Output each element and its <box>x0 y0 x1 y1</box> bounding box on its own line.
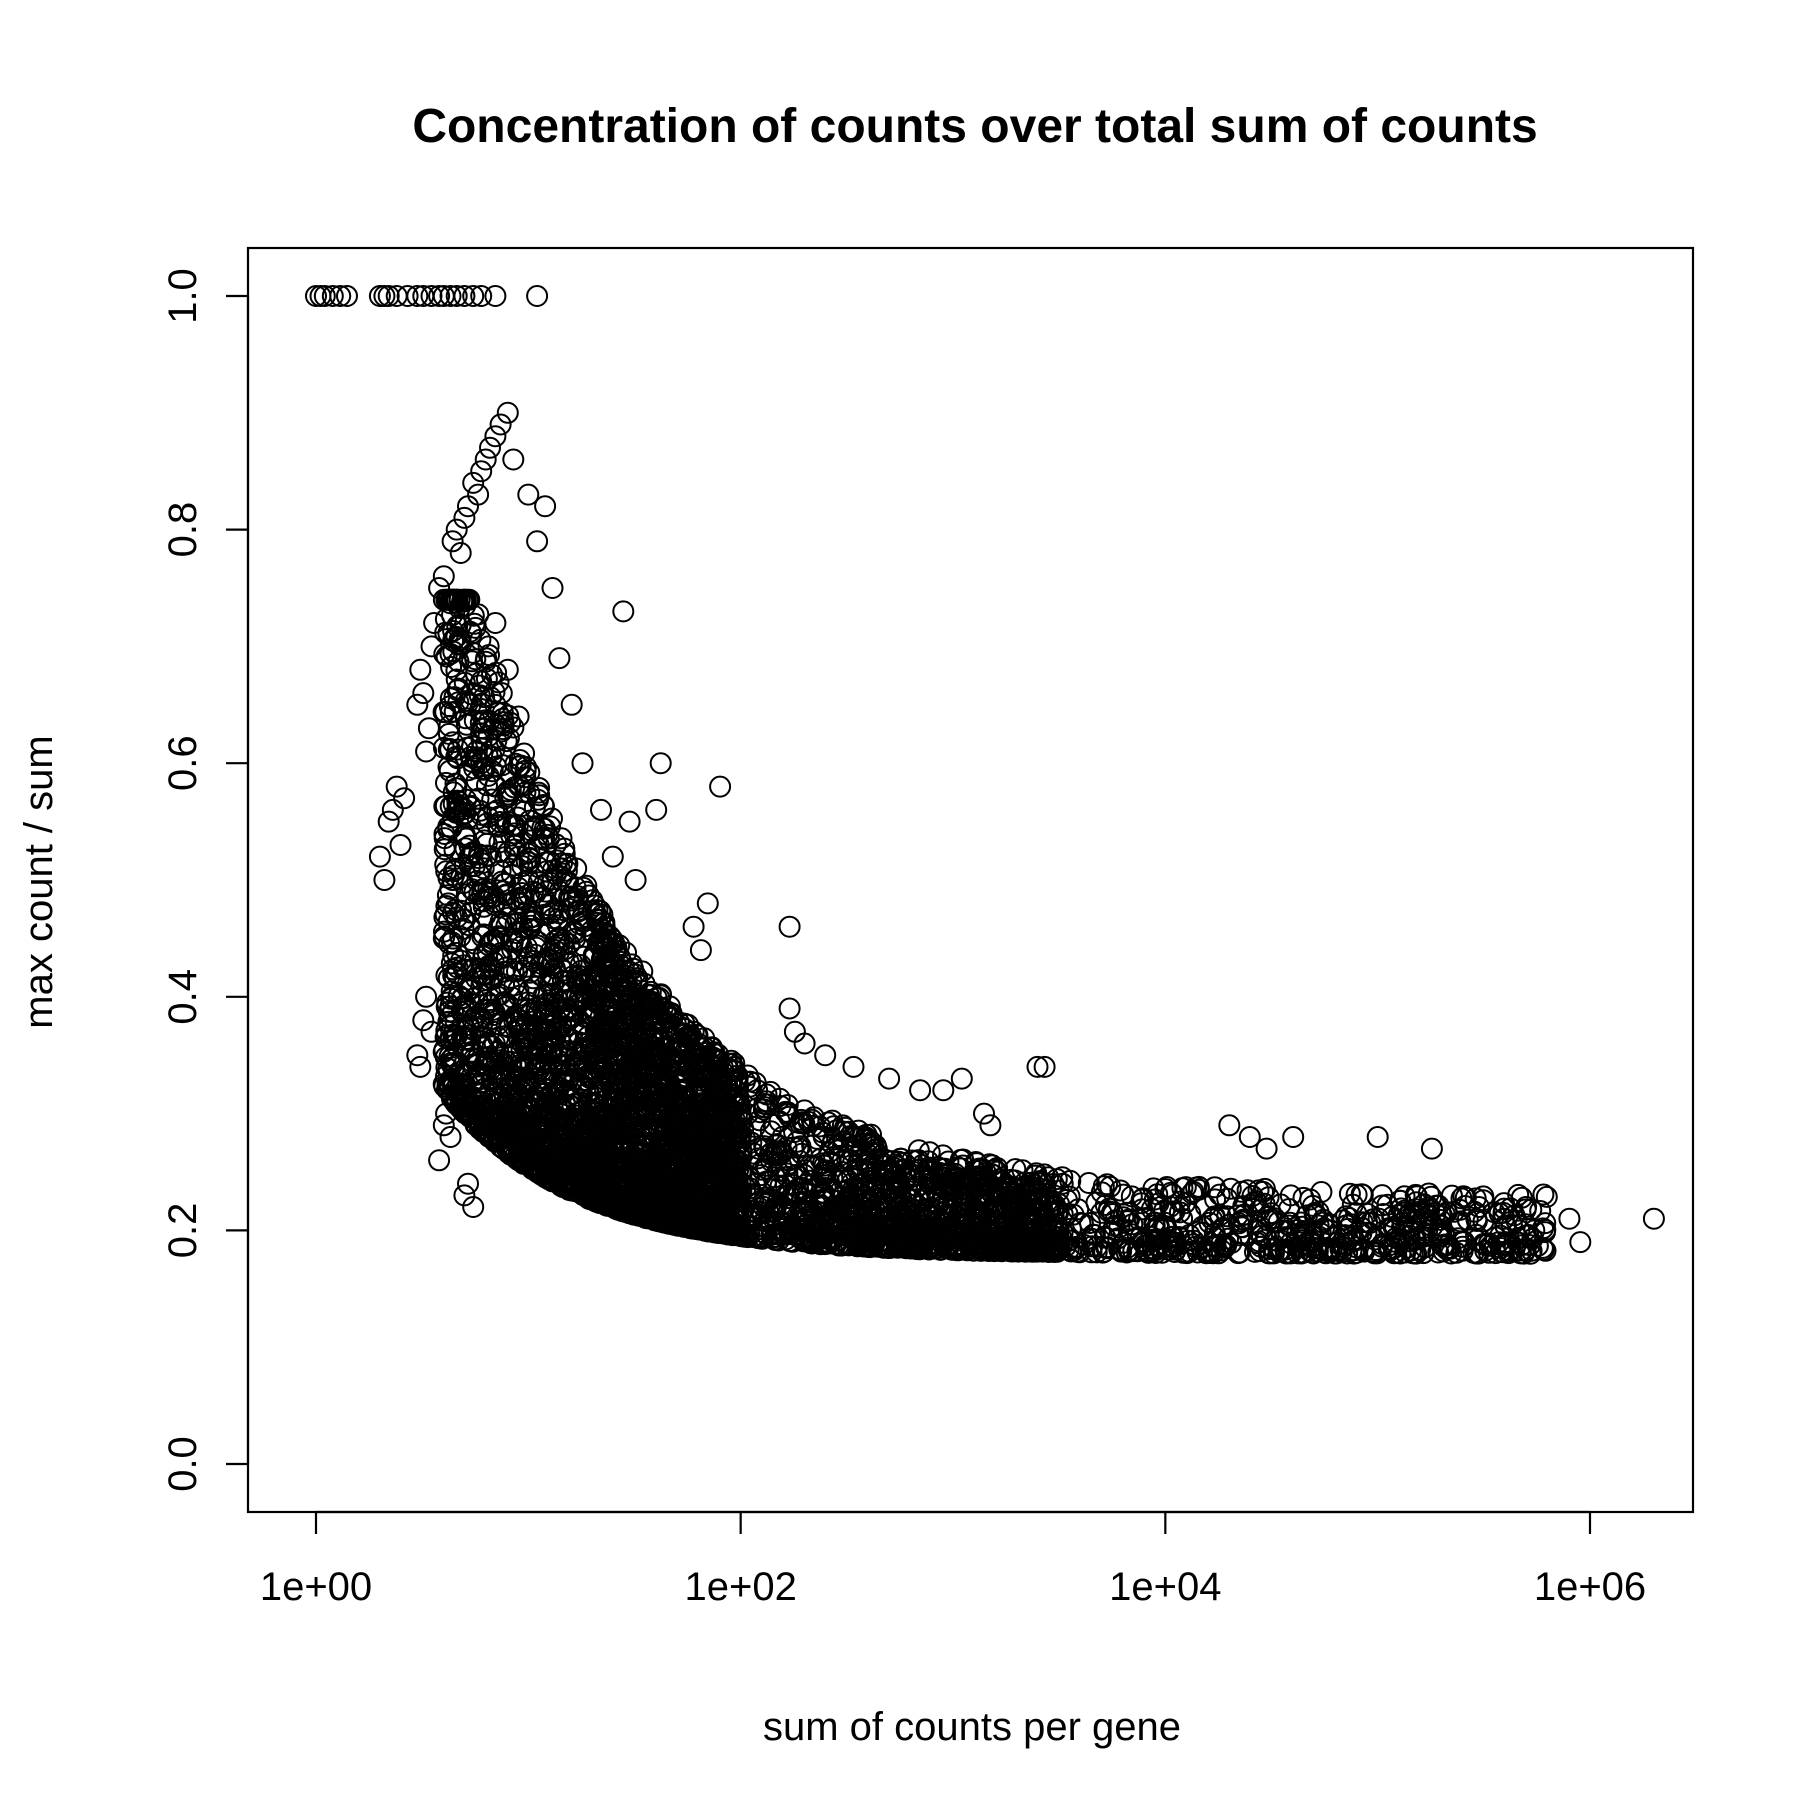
data-point <box>527 531 547 551</box>
y-tick-label: 0.0 <box>161 1436 205 1492</box>
data-point <box>1644 1209 1664 1229</box>
data-point <box>1368 1127 1388 1147</box>
data-point <box>562 695 582 715</box>
data-point <box>498 403 518 423</box>
plot-frame <box>248 248 1693 1512</box>
data-point <box>416 987 436 1007</box>
data-point <box>980 1115 1000 1135</box>
data-point <box>485 286 505 306</box>
data-point <box>1257 1139 1277 1159</box>
data-point <box>416 742 436 762</box>
data-point <box>844 1057 864 1077</box>
data-point <box>1079 1173 1099 1193</box>
data-point <box>410 660 430 680</box>
data-point <box>710 777 730 797</box>
data-point <box>1570 1232 1590 1252</box>
data-point <box>620 812 640 832</box>
data-point <box>480 438 500 458</box>
data-point <box>374 286 394 306</box>
data-point <box>410 1057 430 1077</box>
x-axis: 1e+00 1e+02 1e+04 1e+06 <box>260 1512 1646 1609</box>
data-point <box>311 286 331 306</box>
data-point <box>651 753 671 773</box>
y-tick-label: 1.0 <box>161 268 205 324</box>
data-points <box>306 286 1664 1264</box>
data-point <box>527 286 547 306</box>
data-point <box>458 1174 478 1194</box>
y-tick-label: 0.6 <box>161 735 205 791</box>
data-point <box>394 788 414 808</box>
data-point <box>413 683 433 703</box>
data-point <box>691 940 711 960</box>
data-point <box>815 1045 835 1065</box>
data-point <box>491 415 511 435</box>
x-tick-label: 1e+00 <box>260 1565 372 1609</box>
data-point <box>780 999 800 1019</box>
data-point <box>503 450 523 470</box>
data-point <box>485 426 505 446</box>
data-point <box>535 496 555 516</box>
data-point <box>626 870 646 890</box>
y-axis: 0.0 0.2 0.4 0.6 0.8 1.0 <box>161 268 248 1492</box>
data-point <box>1219 1115 1239 1135</box>
data-point <box>429 1150 449 1170</box>
data-point <box>434 566 454 586</box>
data-point <box>391 835 411 855</box>
data-point <box>646 800 666 820</box>
data-point <box>441 1127 461 1147</box>
data-point <box>543 578 563 598</box>
data-point <box>603 847 623 867</box>
data-point <box>684 917 704 937</box>
x-tick-label: 1e+04 <box>1109 1565 1221 1609</box>
data-point <box>549 648 569 668</box>
data-point <box>1210 1185 1230 1205</box>
data-point <box>1559 1209 1579 1229</box>
data-point <box>910 1080 930 1100</box>
data-point <box>952 1069 972 1089</box>
x-tick-label: 1e+02 <box>684 1565 796 1609</box>
data-point <box>370 847 390 867</box>
data-point <box>1283 1127 1303 1147</box>
data-point <box>387 777 407 797</box>
data-point <box>933 1080 953 1100</box>
y-tick-label: 0.8 <box>161 502 205 558</box>
data-point <box>383 800 403 820</box>
data-point <box>613 601 633 621</box>
x-tick-label: 1e+06 <box>1534 1565 1646 1609</box>
data-point <box>780 917 800 937</box>
data-point <box>468 485 488 505</box>
data-point <box>879 1069 899 1089</box>
data-point <box>1422 1139 1442 1159</box>
data-point <box>407 695 427 715</box>
data-point <box>379 812 399 832</box>
data-point <box>419 718 439 738</box>
y-tick-label: 0.4 <box>161 969 205 1025</box>
data-point <box>974 1104 994 1124</box>
data-point <box>573 753 593 773</box>
data-point <box>407 1045 427 1065</box>
chart-title: Concentration of counts over total sum o… <box>412 100 1537 153</box>
y-tick-label: 0.2 <box>161 1203 205 1259</box>
data-point <box>476 450 496 470</box>
data-point <box>458 496 478 516</box>
data-point <box>374 870 394 890</box>
data-point <box>698 893 718 913</box>
data-point <box>591 800 611 820</box>
